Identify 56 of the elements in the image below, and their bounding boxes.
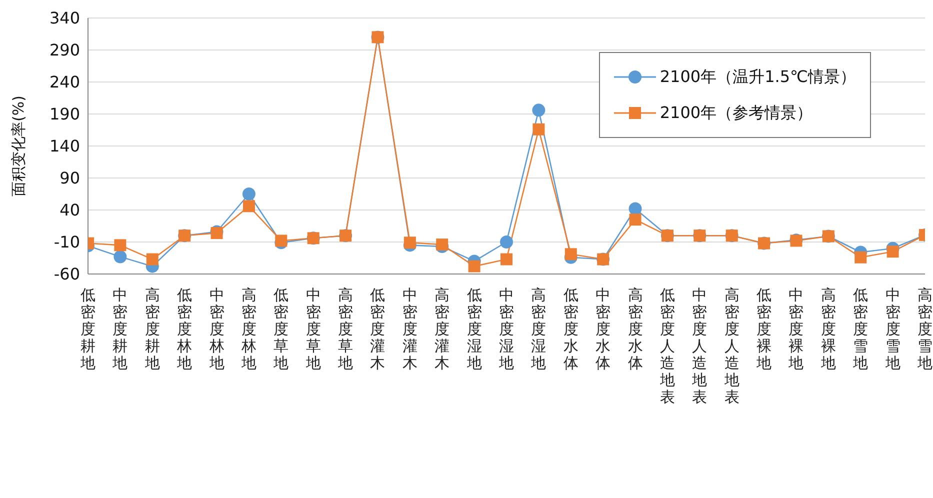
x-tick-label: 高密度灌木 [434,286,450,372]
point [886,246,899,258]
y-tick-label: 290 [49,40,80,60]
x-tick-label: 低密度人造地表 [658,286,675,406]
x-tick-label: 高密度裸地 [820,286,836,372]
point [114,239,126,252]
legend-label: 2100年（参考情景） [660,102,813,124]
x-tick-label: 中密度裸地 [788,286,804,372]
point [114,250,127,264]
point [468,260,480,272]
y-tick-label: 40 [60,200,80,220]
x-tick-label: 高密度湿地 [530,286,546,372]
legend-label: 2100年（温升1.5℃情景） [660,66,856,88]
x-tick-label: 低密度雪地 [852,286,868,372]
x-tick-label: 低密度草地 [272,286,289,372]
x-tick-label: 高密度人造地表 [723,286,740,406]
x-tick-label: 中密度灌木 [402,286,418,372]
x-tick-label: 高密度草地 [337,286,354,372]
y-tick-label: 90 [60,168,80,188]
x-tick-label: 高密度林地 [240,286,256,372]
y-tick-label: 240 [49,72,80,92]
x-tick-label: 高密度耕地 [144,286,160,372]
x-tick-label: 中密度雪地 [884,286,900,372]
point [275,234,288,247]
x-tick-label: 中密度水体 [596,286,611,372]
point [500,236,513,248]
y-axis-title: 面积变化率(%) [9,96,28,196]
x-tick-label: 高密度雪地 [916,286,932,372]
x-tick-label: 中密度湿地 [498,286,514,372]
x-tick-label: 低密度水体 [563,286,578,372]
y-tick-label: 140 [49,136,80,156]
x-tick-label: 中密度林地 [208,286,224,372]
point [629,214,642,226]
x-tick-label: 低密度灌木 [370,286,386,372]
x-tick-label: 低密度湿地 [466,286,482,372]
point [628,202,642,216]
x-tick-label: 中密度耕地 [112,286,128,372]
point [242,200,255,212]
x-tick-label: 低密度裸地 [756,286,772,372]
y-tick-label: -60 [54,264,80,284]
point [404,236,416,249]
point [242,188,256,200]
point [532,123,545,136]
y-tick-label: -10 [54,232,80,252]
x-tick-label: 低密度林地 [176,286,192,372]
x-tick-label: 中密度人造地表 [691,286,708,406]
y-tick-label: 340 [49,8,80,28]
point [532,104,546,117]
point [146,253,158,266]
point [500,253,512,266]
x-tick-label: 中密度草地 [304,286,321,372]
y-tick-label: 190 [49,104,80,124]
x-tick-label: 低密度耕地 [80,286,96,372]
point [564,248,577,260]
x-tick-label: 高密度水体 [628,286,643,372]
point [854,251,867,264]
